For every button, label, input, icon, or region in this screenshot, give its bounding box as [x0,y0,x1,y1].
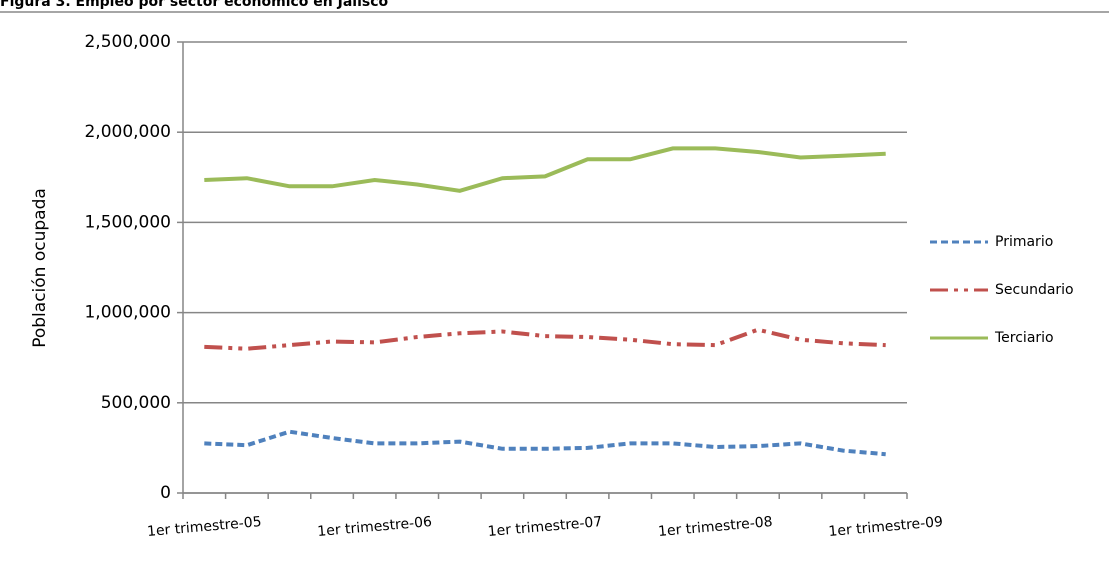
x-tick-label: 1er trimestre-08 [657,514,773,540]
series-line [204,327,886,351]
legend-label: Terciario [994,330,1054,346]
y-tick-label: 1,000,000 [84,303,171,323]
y-tick-label: 500,000 [101,393,171,413]
x-tick-label: 1er trimestre-07 [487,514,603,540]
x-tick-label: 1er trimestre-09 [828,514,944,540]
series-line [204,146,886,193]
y-axis-label: Población ocupada [30,188,50,348]
y-tick-label: 2,000,000 [84,122,171,142]
chart-title: Figura 3. Empleo por sector económico en… [0,0,388,10]
legend-label: Secundario [995,282,1074,298]
y-tick-label: 2,500,000 [84,32,171,52]
x-tick-label: 1er trimestre-05 [146,514,262,540]
y-tick-label: 1,500,000 [84,212,171,232]
legend-label: Primario [995,234,1053,250]
y-tick-label: 0 [160,483,171,503]
series-line [204,429,886,457]
x-tick-label: 1er trimestre-06 [317,514,433,540]
